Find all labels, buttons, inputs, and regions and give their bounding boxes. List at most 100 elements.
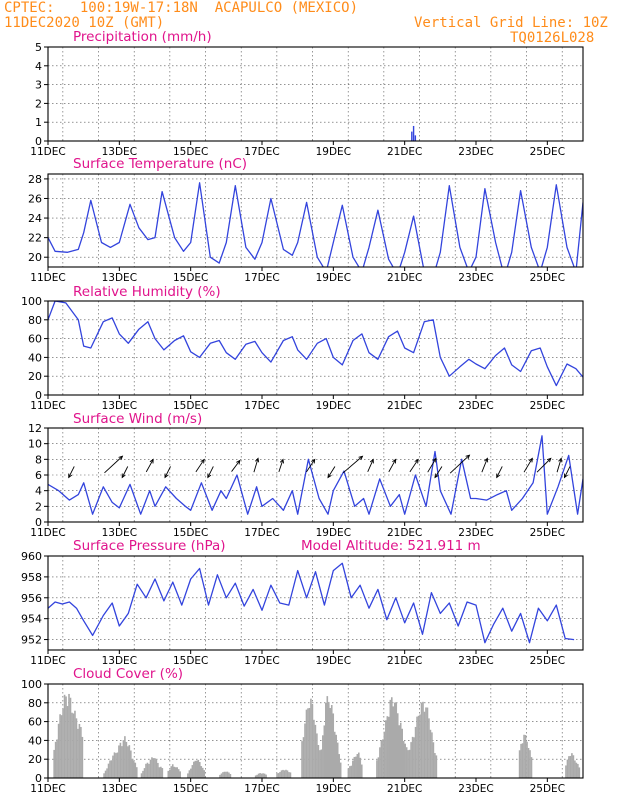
cloud-bar (254, 775, 257, 778)
cloud-bar (347, 768, 350, 778)
wind-arrow-head (434, 473, 439, 479)
cloud-bar (304, 723, 306, 778)
humidity-y-tick-label: 20 (28, 370, 42, 383)
cloud-bar (392, 706, 395, 778)
pressure-extra-label: Model Altitude: 521.911 m (301, 538, 481, 554)
cloud-bar (310, 698, 312, 778)
wind-panel: 0 2 4 6 8 10 12 11DEC 13DEC 15DEC 17DEC 19DEC 21DEC 2… (28, 411, 584, 539)
cloud-bar (257, 773, 260, 778)
cloud-y-tick-label: 80 (28, 697, 42, 710)
cloud-bar (81, 736, 84, 778)
cloud-bar (521, 743, 524, 778)
cloud-bar (314, 724, 317, 778)
cloud-bar (152, 758, 155, 778)
cloud-bar (568, 756, 570, 778)
temperature-x-tick-label: 23DEC (458, 272, 493, 284)
cloud-bar (283, 770, 286, 778)
wind-arrow (427, 458, 437, 473)
cloud-x-tick-label: 13DEC (102, 783, 137, 795)
temperature-x-tick-label: 17DEC (244, 272, 279, 284)
wind-arrow (449, 454, 470, 474)
cloud-title: Cloud Cover (%) (73, 666, 183, 682)
cloud-bar (80, 726, 82, 778)
pressure-x-tick-label: 13DEC (102, 655, 137, 667)
cloud-bar (355, 756, 357, 778)
header-grid-line: Vertical Grid Line: 10Z (414, 15, 608, 31)
cloud-bar (113, 752, 116, 778)
pressure-x-tick-label: 25DEC (530, 655, 565, 667)
cloud-bar (359, 757, 362, 778)
wind-arrow-head (414, 458, 419, 464)
cloud-bar (565, 765, 567, 778)
pressure-panel: 952 954 956 958 960 11DEC 13DEC 15DEC 17DEC 19DEC… (21, 538, 584, 667)
wind-arrow (564, 466, 571, 478)
humidity-y-tick-label: 80 (28, 314, 42, 327)
wind-line (48, 435, 583, 515)
wind-arrow-head (279, 458, 284, 464)
cloud-bar (574, 760, 576, 778)
cloud-bar (313, 719, 315, 778)
cloud-bar (65, 696, 67, 778)
humidity-x-tick-label: 21DEC (387, 400, 422, 412)
cloud-bar (146, 762, 149, 778)
humidity-title: Relative Humidity (%) (73, 284, 221, 300)
wind-arrow-head (465, 454, 471, 460)
humidity-x-tick-label: 25DEC (530, 400, 565, 412)
wind-x-tick-label: 13DEC (102, 527, 137, 539)
precipitation-y-tick-label: 3 (35, 79, 42, 92)
cloud-bar (118, 745, 120, 778)
cloud-bar (404, 743, 406, 778)
wind-arrow (536, 458, 552, 473)
cloud-bar (110, 760, 113, 778)
wind-arrow (145, 459, 154, 473)
cloud-bar (385, 720, 387, 778)
cloud-bar (419, 714, 421, 778)
cloud-bar (389, 699, 392, 778)
cloud-bar (176, 767, 178, 778)
cloud-bar (69, 697, 72, 778)
cloud-bar (168, 769, 171, 778)
wind-arrow (195, 459, 205, 473)
wind-arrow (121, 466, 129, 478)
cloud-bar (431, 732, 433, 778)
cloud-bar (326, 696, 329, 778)
temperature-line (48, 182, 583, 267)
cloud-bar (103, 773, 105, 778)
cloud-bar (577, 763, 579, 778)
cloud-bar (333, 731, 336, 778)
cloud-bar (420, 702, 423, 778)
wind-x-tick-label: 21DEC (387, 527, 422, 539)
cloud-bar (423, 711, 426, 778)
cloud-bar (575, 762, 578, 778)
cloud-bar (121, 746, 123, 778)
cloud-bar (414, 726, 417, 778)
humidity-frame (47, 300, 584, 396)
cloud-bar (225, 771, 227, 778)
cloud-y-tick-label: 100 (21, 678, 42, 691)
wind-arrow-head (164, 473, 169, 479)
cloud-bar (119, 742, 122, 778)
cloud-bar (396, 713, 399, 778)
wind-arrow (278, 459, 284, 473)
cloud-bar (356, 754, 359, 778)
cloud-bar (302, 737, 305, 778)
cloud-bar (311, 704, 314, 778)
cloud-bar (115, 753, 117, 778)
pressure-data (48, 562, 575, 644)
cloud-bar (148, 763, 150, 778)
wind-arrow-head (528, 457, 533, 463)
pressure-x-tick-label: 17DEC (244, 655, 279, 667)
cloud-bar (179, 771, 181, 778)
wind-arrow-head (432, 457, 437, 463)
cloud-bar (307, 708, 309, 778)
cloud-bar (78, 723, 81, 778)
cloud-bar (220, 773, 223, 778)
cloud-bar (408, 749, 411, 778)
cloud-bar (386, 716, 389, 778)
cloud-bar (422, 701, 424, 778)
temperature-frame (47, 173, 584, 268)
cloud-bar (53, 749, 55, 778)
cloud-bar (198, 762, 201, 778)
wind-arrow-head (149, 458, 154, 464)
cloud-bar (170, 766, 173, 778)
